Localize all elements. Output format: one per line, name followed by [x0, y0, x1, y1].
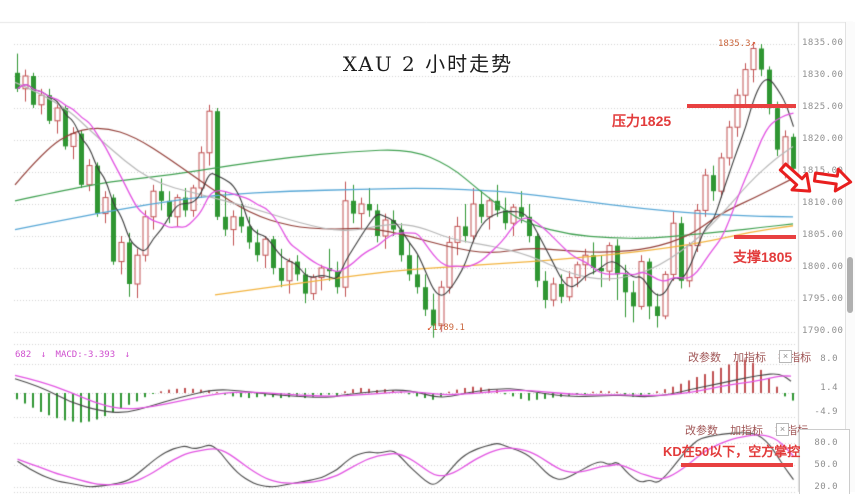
- kd-annotation-label: KD在50以下，空方掌控: [663, 444, 801, 459]
- low-price-annotation: ↙1789.1: [427, 323, 465, 333]
- change-params-button[interactable]: 改参数: [688, 352, 721, 364]
- axis-label: 1835.00: [802, 38, 844, 48]
- vertical-scrollbar-thumb[interactable]: [847, 257, 853, 313]
- axis-label: 1830.00: [802, 70, 844, 80]
- up-right-arrow-icon: ↗: [750, 39, 756, 49]
- kd-axis-box: [799, 429, 850, 494]
- down-arrow-icon: ↓: [124, 350, 130, 360]
- macd-indicator-header: 682 ↓ MACD:-3.393 ↓: [15, 350, 134, 360]
- axis-label: 50.0: [814, 460, 838, 470]
- resistance-label: 压力1825: [612, 113, 672, 129]
- axis-label: 80.0: [814, 438, 838, 448]
- axis-label: 1795.00: [802, 294, 844, 304]
- high-price-label: 1835.3: [718, 39, 751, 49]
- axis-label: 8.0: [820, 354, 838, 364]
- axis-label: -4.9: [814, 407, 838, 417]
- add-indicator-button[interactable]: 加指标: [730, 425, 764, 437]
- axis-label: 1815.00: [802, 166, 844, 176]
- axis-label: 20.0: [814, 482, 838, 492]
- support-line: [734, 235, 796, 239]
- support-label: 支撑1805: [733, 249, 793, 265]
- macd-period-value: 682: [15, 350, 32, 360]
- axis-label: 1825.00: [802, 102, 844, 112]
- axis-label: 1800.00: [802, 262, 844, 272]
- axis-label: 1805.00: [802, 230, 844, 240]
- resistance-line: [687, 104, 796, 108]
- low-price-label: 1789.1: [432, 323, 465, 333]
- macd-close-button[interactable]: ×: [779, 350, 792, 363]
- axis-label: 1790.00: [802, 326, 844, 336]
- chart-title: XAU 2 小时走势: [342, 52, 514, 76]
- axis-label: 1810.00: [802, 198, 844, 208]
- add-indicator-button[interactable]: 加指标: [733, 352, 767, 364]
- down-right-block-arrow-icon: [778, 162, 812, 193]
- right-block-arrow-icon: [812, 167, 853, 193]
- trend-arrows-annotation: [778, 162, 853, 193]
- high-price-annotation: 1835.3↗: [718, 39, 756, 49]
- axis-label: 1.4: [820, 383, 838, 393]
- down-left-arrow-icon: ↙: [427, 323, 433, 333]
- axis-label: 1820.00: [802, 134, 844, 144]
- change-params-button[interactable]: 改参数: [685, 425, 718, 437]
- kd-annotation-line: [681, 463, 793, 467]
- kd-close-button[interactable]: ×: [776, 423, 789, 436]
- down-arrow-icon: ↓: [40, 350, 47, 360]
- macd-value: MACD:-3.393: [55, 350, 116, 360]
